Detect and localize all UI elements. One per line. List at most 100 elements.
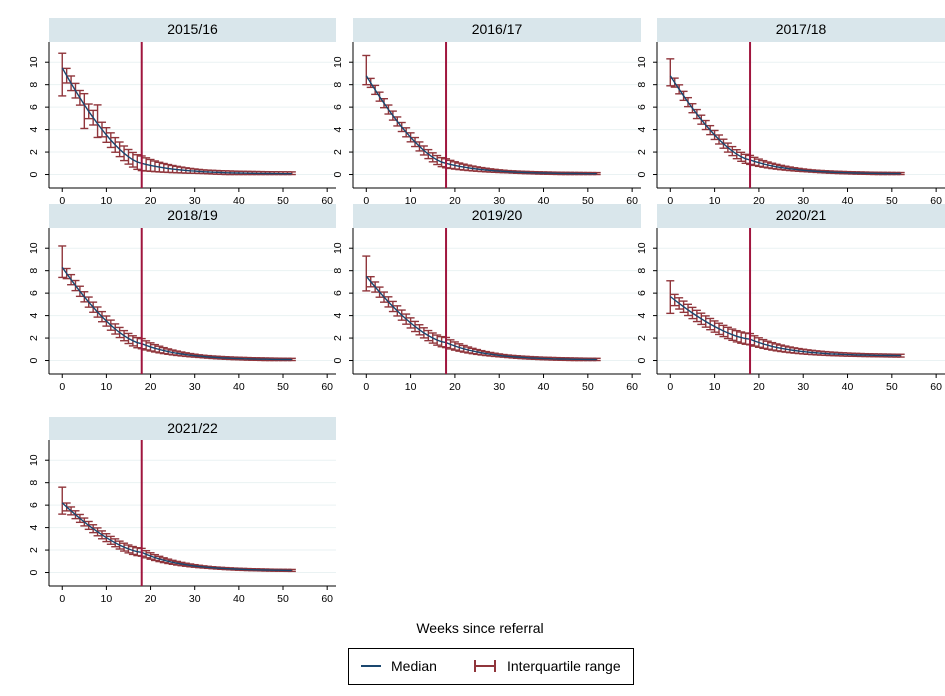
panel-strip [353, 18, 641, 42]
panel-title: 2015/16 [167, 21, 218, 37]
y-tick-label: 4 [28, 313, 40, 319]
y-tick-label: 6 [636, 104, 648, 110]
y-tick-label: 0 [332, 357, 344, 363]
x-tick-label: 0 [363, 195, 369, 207]
y-tick-label: 8 [636, 82, 648, 88]
y-tick-label: 8 [28, 480, 40, 486]
y-tick-label: 4 [332, 127, 344, 133]
y-tick-label: 6 [28, 104, 40, 110]
x-tick-label: 40 [842, 381, 854, 393]
y-tick-label: 2 [28, 335, 40, 341]
x-tick-label: 30 [797, 381, 809, 393]
x-tick-label: 20 [145, 381, 157, 393]
panel-strip [49, 204, 336, 228]
legend-iqr-label: Interquartile range [507, 658, 621, 674]
y-tick-label: 8 [332, 268, 344, 274]
panel-strip [657, 18, 945, 42]
x-tick-label: 50 [886, 381, 898, 393]
legend: Median Interquartile range [348, 648, 634, 685]
panel-title: 2018/19 [167, 207, 218, 223]
panel-title: 2020/21 [776, 207, 827, 223]
panel-2016-17: 2016/17 0 2 4 6 8 10 0 10 20 30 40 50 60 [332, 18, 641, 207]
y-tick-label: 4 [332, 313, 344, 319]
y-tick-label: 4 [28, 525, 40, 531]
panel-2020-21: 2020/21 0 2 4 6 8 10 0 10 20 30 40 50 60 [636, 204, 945, 393]
x-tick-label: 30 [189, 195, 201, 207]
median-line [365, 75, 597, 175]
x-tick-label: 30 [493, 195, 505, 207]
y-tick-label: 6 [332, 104, 344, 110]
panel-title: 2016/17 [472, 21, 523, 37]
median-line [669, 75, 901, 175]
y-tick-label: 2 [636, 335, 648, 341]
x-tick-label: 0 [667, 195, 673, 207]
y-tick-label: 4 [636, 313, 648, 319]
x-tick-label: 60 [321, 593, 333, 605]
y-tick-label: 10 [332, 242, 344, 254]
y-tick-label: 0 [636, 171, 648, 177]
legend-median-label: Median [391, 658, 437, 674]
x-tick-label: 30 [797, 195, 809, 207]
x-axis-label: Weeks since referral [416, 620, 544, 636]
y-tick-label: 4 [636, 127, 648, 133]
panel-title: 2019/20 [472, 207, 523, 223]
x-tick-label: 30 [189, 593, 201, 605]
panel-strip [49, 18, 336, 42]
y-tick-label: 2 [636, 149, 648, 155]
y-tick-label: 2 [332, 335, 344, 341]
y-tick-label: 10 [28, 454, 40, 466]
y-tick-label: 4 [28, 127, 40, 133]
x-tick-label: 30 [189, 381, 201, 393]
x-tick-label: 20 [753, 195, 765, 207]
panel-2015-16: 2015/16 0 2 4 6 8 10 0 10 20 30 40 50 60 [28, 18, 336, 207]
x-tick-label: 20 [753, 381, 765, 393]
x-tick-label: 40 [233, 381, 245, 393]
panel-strip [49, 417, 336, 440]
y-tick-label: 8 [332, 82, 344, 88]
y-tick-label: 6 [28, 290, 40, 296]
y-tick-label: 10 [332, 56, 344, 68]
x-tick-label: 40 [233, 593, 245, 605]
x-tick-label: 50 [582, 195, 594, 207]
y-tick-label: 6 [332, 290, 344, 296]
x-tick-label: 10 [101, 593, 113, 605]
x-tick-label: 60 [321, 381, 333, 393]
y-tick-label: 2 [332, 149, 344, 155]
y-tick-label: 8 [636, 268, 648, 274]
x-tick-label: 20 [449, 381, 461, 393]
x-tick-label: 10 [101, 381, 113, 393]
y-tick-label: 2 [28, 149, 40, 155]
x-tick-label: 20 [145, 195, 157, 207]
median-line [61, 502, 292, 572]
y-tick-label: 0 [28, 357, 40, 363]
legend-iqr-swatch [474, 660, 496, 672]
median-line [61, 266, 292, 361]
median-line [365, 275, 597, 361]
median-line [669, 295, 901, 357]
x-tick-label: 20 [145, 593, 157, 605]
y-tick-label: 8 [28, 82, 40, 88]
x-tick-label: 50 [582, 381, 594, 393]
y-tick-label: 10 [28, 56, 40, 68]
median-line [61, 67, 292, 175]
x-tick-label: 60 [930, 195, 942, 207]
panel-strip [353, 204, 641, 228]
y-tick-label: 8 [28, 268, 40, 274]
panel-title: 2021/22 [167, 420, 218, 436]
y-tick-label: 0 [28, 171, 40, 177]
x-tick-label: 10 [709, 195, 721, 207]
x-tick-label: 50 [886, 195, 898, 207]
y-tick-label: 6 [636, 290, 648, 296]
x-tick-label: 0 [59, 381, 65, 393]
y-tick-label: 10 [636, 56, 648, 68]
x-tick-label: 40 [538, 381, 550, 393]
panel-2017-18: 2017/18 0 2 4 6 8 10 0 10 20 30 40 50 60 [636, 18, 945, 207]
y-tick-label: 0 [332, 171, 344, 177]
y-tick-label: 10 [636, 242, 648, 254]
x-tick-label: 0 [363, 381, 369, 393]
y-tick-label: 2 [28, 547, 40, 553]
x-tick-label: 50 [277, 381, 289, 393]
x-tick-label: 40 [233, 195, 245, 207]
x-tick-label: 10 [709, 381, 721, 393]
